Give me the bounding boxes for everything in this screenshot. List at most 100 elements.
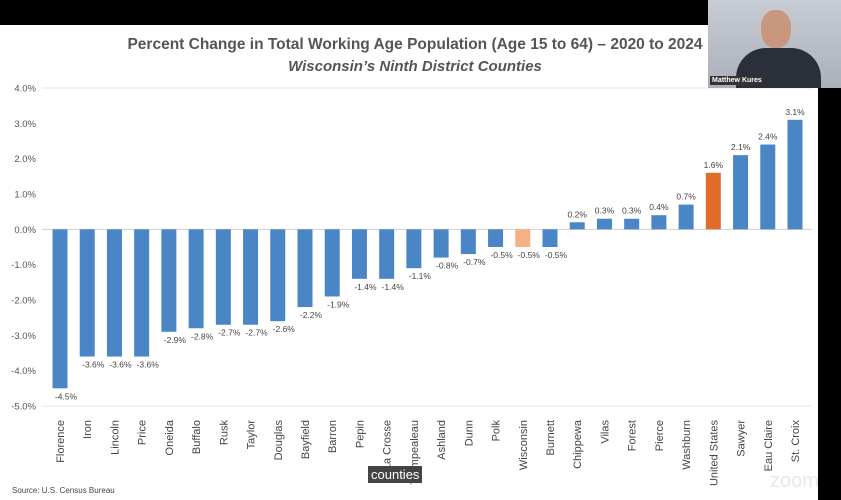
bar-dunn [460, 229, 476, 255]
zoom-watermark: zoom [770, 470, 819, 492]
bar-forest [624, 218, 640, 230]
bar-iron [79, 229, 95, 357]
y-tick-label: 0.0% [14, 225, 36, 236]
x-tick-label: Buffalo [191, 420, 203, 454]
data-label: -0.7% [463, 257, 486, 267]
data-label: -1.4% [354, 282, 377, 292]
speaker-head [761, 10, 791, 48]
bar-burnett [542, 229, 558, 247]
x-tick-label: Dunn [463, 420, 475, 446]
bar-rusk [215, 229, 231, 325]
data-label: -1.9% [327, 299, 350, 309]
data-label: -2.7% [245, 328, 268, 338]
bar-taylor [243, 229, 259, 325]
data-label: -2.9% [164, 335, 187, 345]
chart-subtitle: Wisconsin’s Ninth District Counties [288, 58, 542, 75]
x-tick-label: Wisconsin [518, 420, 530, 470]
data-label: -1.1% [409, 271, 432, 281]
data-label: 2.1% [731, 142, 751, 152]
x-tick-label: Rusk [218, 420, 230, 446]
data-label: 0.4% [649, 202, 669, 212]
x-tick-label: Bayfield [300, 420, 312, 459]
y-tick-label: 2.0% [14, 154, 36, 165]
data-label: -0.5% [518, 250, 541, 260]
data-label: -2.6% [273, 324, 296, 334]
bar-polk [488, 229, 504, 247]
x-tick-label: Vilas [599, 420, 611, 444]
x-tick-label: United States [708, 420, 720, 487]
y-tick-label: 1.0% [14, 190, 36, 201]
x-tick-label: Price [137, 420, 149, 445]
bar-buffalo [188, 229, 204, 329]
y-tick-label: 4.0% [14, 84, 36, 95]
bar-ashland [433, 229, 449, 258]
data-label: -3.6% [137, 360, 160, 370]
bar-trempealeau [406, 229, 422, 269]
y-tick-label: -1.0% [11, 260, 36, 271]
x-tick-label: Chippewa [572, 419, 584, 469]
data-label: -3.6% [82, 360, 105, 370]
data-label: -3.6% [109, 360, 132, 370]
data-label: -0.5% [545, 250, 568, 260]
x-tick-label: Douglas [273, 420, 285, 461]
x-tick-label: Lincoln [109, 420, 121, 455]
y-tick-label: -5.0% [11, 402, 36, 413]
data-label: 1.6% [704, 160, 724, 170]
bar-chippewa [569, 222, 585, 230]
bar-barron [324, 229, 340, 297]
x-tick-label: Burnett [545, 420, 557, 455]
bar-price [134, 229, 150, 357]
data-label: 3.1% [785, 107, 805, 117]
speaker-name-tag: Matthew Kures [710, 76, 764, 85]
bar-oneida [161, 229, 177, 332]
x-tick-label: Washburn [681, 420, 693, 470]
data-label: 0.2% [568, 209, 588, 219]
bar-florence [52, 229, 68, 389]
bar-bayfield [297, 229, 313, 308]
data-label: -0.8% [436, 261, 459, 271]
data-label: -1.4% [382, 282, 405, 292]
x-tick-label: Barron [327, 420, 339, 453]
x-tick-label: Polk [491, 420, 503, 442]
x-tick-label: Oneida [164, 419, 176, 455]
bar-la-crosse [379, 229, 395, 279]
data-label: -2.8% [191, 331, 214, 341]
source-note: Source: U.S. Census Bureau [12, 486, 115, 495]
webcam-video: Matthew Kures [708, 0, 841, 88]
data-label: 0.7% [676, 192, 696, 202]
bar-washburn [678, 204, 694, 230]
data-label: -2.7% [218, 328, 241, 338]
y-tick-label: -2.0% [11, 296, 36, 307]
x-tick-label: Sawyer [736, 420, 748, 457]
bar-united-states [705, 172, 721, 230]
data-label: 0.3% [622, 206, 642, 216]
y-tick-label: -3.0% [11, 331, 36, 342]
data-label: 0.3% [595, 206, 615, 216]
data-label: -0.5% [490, 250, 513, 260]
data-label: -4.5% [55, 391, 78, 401]
x-tick-label: Eau Claire [763, 420, 775, 471]
y-tick-label: -4.0% [11, 366, 36, 377]
bar-douglas [270, 229, 286, 322]
bar-vilas [596, 218, 612, 230]
x-tick-label: Iron [82, 420, 94, 439]
chart-title: Percent Change in Total Working Age Popu… [127, 36, 703, 53]
bar-pierce [651, 215, 667, 230]
x-tick-label: Ashland [436, 420, 448, 460]
bar-sawyer [733, 155, 749, 230]
x-tick-label: Florence [55, 420, 67, 463]
bar-wisconsin [515, 229, 531, 247]
data-label: -2.2% [300, 310, 323, 320]
x-tick-label: La Crosse [382, 420, 394, 470]
x-tick-label: Pepin [354, 420, 366, 448]
bar-lincoln [106, 229, 122, 357]
y-tick-label: 3.0% [14, 119, 36, 130]
x-tick-label: Pierce [654, 420, 666, 451]
data-label: 2.4% [758, 132, 778, 142]
live-caption: counties [368, 466, 423, 483]
bar-st-croix [787, 119, 803, 230]
x-tick-label: Forest [627, 420, 639, 451]
x-tick-label: Taylor [246, 420, 258, 450]
x-tick-label: St. Croix [790, 420, 802, 463]
